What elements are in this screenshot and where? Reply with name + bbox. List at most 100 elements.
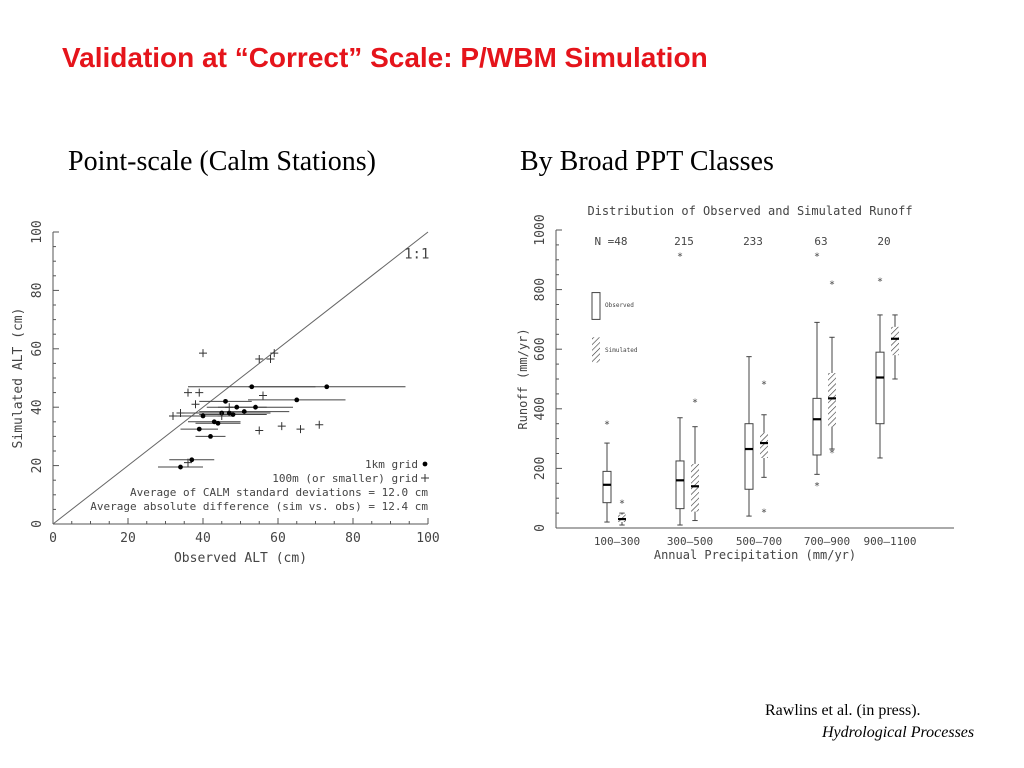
point-1km xyxy=(253,404,258,410)
observed-outlier: * xyxy=(604,420,610,431)
legend-observed-swatch xyxy=(591,292,601,320)
simulated-box xyxy=(691,463,699,512)
category-label: 900–1100 xyxy=(864,535,917,548)
point-1km xyxy=(208,434,213,439)
observed-outlier: * xyxy=(877,277,883,288)
point-1km xyxy=(178,464,183,470)
legend-simulated-swatch xyxy=(592,337,600,363)
y-tick-label: 600 xyxy=(533,337,548,360)
point-1km xyxy=(189,457,195,463)
legend-simulated-label: Simulated xyxy=(605,347,638,354)
observed-box xyxy=(744,423,754,490)
category-label: 300–500 xyxy=(667,535,713,548)
y-tick-label: 800 xyxy=(533,278,548,301)
point-100m xyxy=(169,411,177,420)
simulated-outlier: * xyxy=(761,379,767,390)
n-label: N =48 xyxy=(594,235,627,248)
point-1km xyxy=(215,420,221,426)
citation-journal: Hydrological Processes xyxy=(822,724,975,741)
y-axis-label: Simulated ALT (cm) xyxy=(11,308,26,449)
point-1km xyxy=(196,426,202,432)
annotation-std-dev: Average of CALM standard deviations = 12… xyxy=(130,486,428,499)
point-1km xyxy=(324,384,330,390)
point-1km xyxy=(230,412,236,417)
right-subtitle: By Broad PPT Classes xyxy=(520,146,774,177)
x-tick-label: 0 xyxy=(49,531,57,546)
point-1km xyxy=(234,404,240,410)
one-to-one-line xyxy=(52,231,429,525)
point-1km xyxy=(294,397,300,403)
simulated-outlier: * xyxy=(761,508,767,519)
n-label: 215 xyxy=(674,235,694,248)
scatter-chart: 0 20 40 60 80 100 0 20 40 60 80 100 Observed ALT (cm… xyxy=(11,220,440,565)
legend-observed-label: Observed xyxy=(605,302,634,309)
point-100m xyxy=(266,355,275,364)
simulated-box xyxy=(760,432,768,458)
observed-outlier: * xyxy=(814,481,820,492)
y-tick-label: 400 xyxy=(533,397,548,420)
y-tick-label: 1000 xyxy=(533,214,548,245)
n-label: 233 xyxy=(743,235,763,248)
x-tick-label: 40 xyxy=(195,531,211,546)
y-tick-label: 0 xyxy=(30,520,45,528)
x-tick-label: 20 xyxy=(120,531,136,546)
x-axis-label: Annual Precipitation (mm/yr) xyxy=(654,548,856,562)
legend-100m-label: 100m (or smaller) grid xyxy=(272,472,418,485)
point-100m xyxy=(217,411,226,420)
y-axis-label: Runoff (mm/yr) xyxy=(516,328,530,429)
point-100m xyxy=(296,425,305,434)
point-1km xyxy=(226,410,232,416)
point-100m xyxy=(184,388,192,397)
simulated-outlier: * xyxy=(829,280,835,291)
observed-box xyxy=(675,460,685,510)
x-tick-label: 80 xyxy=(345,531,361,546)
simulated-box xyxy=(828,373,836,427)
point-1km xyxy=(200,413,206,419)
category-label: 100–300 xyxy=(594,535,640,548)
y-tick-label: 40 xyxy=(30,399,45,415)
x-tick-label: 60 xyxy=(270,531,286,546)
simulated-box xyxy=(891,326,899,356)
y-tick-label: 80 xyxy=(30,283,45,299)
y-tick-label: 60 xyxy=(30,341,45,357)
point-1km xyxy=(223,398,228,404)
box-chart-title: Distribution of Observed and Simulated R… xyxy=(587,204,912,218)
x-tick-label: 100 xyxy=(416,531,439,546)
n-label: 20 xyxy=(877,235,890,248)
point-100m xyxy=(195,388,204,397)
observed-box xyxy=(602,470,612,504)
left-subtitle: Point-scale (Calm Stations) xyxy=(68,146,376,177)
point-100m xyxy=(277,422,286,431)
observed-outlier: * xyxy=(677,251,683,262)
y-tick-label: 100 xyxy=(30,220,45,243)
simulated-outlier: * xyxy=(692,397,698,408)
legend-dot-marker xyxy=(422,461,428,467)
x-axis-label: Observed ALT (cm) xyxy=(174,551,307,565)
simulated-outlier: * xyxy=(829,448,835,459)
legend-plus-marker xyxy=(421,474,429,482)
point-100m xyxy=(255,355,264,364)
point-100m xyxy=(199,349,207,358)
box-plot-chart: Distribution of Observed and Simulated R… xyxy=(516,204,954,562)
point-100m xyxy=(270,349,279,358)
point-1km xyxy=(211,419,217,425)
annotation-abs-diff: Average absolute difference (sim vs. obs… xyxy=(90,500,428,513)
y-tick-label: 200 xyxy=(533,457,548,480)
simulated-outlier: * xyxy=(619,499,625,510)
category-label: 700–900 xyxy=(804,535,850,548)
one-to-one-label: 1:1 xyxy=(404,246,429,262)
observed-box xyxy=(812,397,822,456)
point-100m xyxy=(255,426,264,435)
point-1km xyxy=(241,409,247,414)
slide-title: Validation at “Correct” Scale: P/WBM Sim… xyxy=(62,42,708,73)
point-100m xyxy=(191,400,200,409)
y-tick-label: 20 xyxy=(30,458,45,474)
category-label: 500–700 xyxy=(736,535,782,548)
point-100m xyxy=(315,420,324,429)
citation-authors: Rawlins et al. (in press). xyxy=(765,702,921,719)
point-100m xyxy=(225,403,234,412)
point-100m xyxy=(184,458,192,467)
point-100m xyxy=(176,409,185,418)
observed-box xyxy=(875,351,885,425)
n-label: 63 xyxy=(814,235,827,248)
